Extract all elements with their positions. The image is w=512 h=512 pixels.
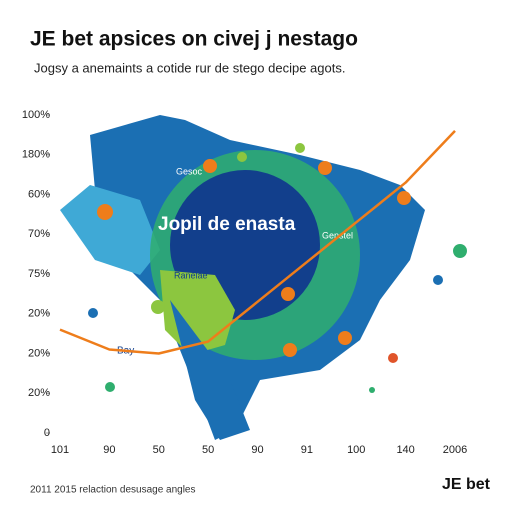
annotation: Gesoc — [176, 166, 203, 176]
dot — [105, 382, 115, 392]
dot — [283, 343, 297, 357]
chart-subtitle: Jogsy a anemaints a cotide rur de stego … — [34, 60, 345, 75]
map-region — [170, 300, 250, 440]
y-tick-label: 20% — [28, 387, 50, 399]
annotation: Genstel — [322, 230, 353, 240]
dot — [295, 143, 305, 153]
y-tick-label: 75% — [28, 268, 50, 280]
dot — [369, 387, 375, 393]
map-region — [60, 185, 160, 275]
annotation: Ranelae — [174, 270, 208, 280]
y-tick-label: 20% — [28, 347, 50, 359]
dot — [453, 244, 467, 258]
dot — [388, 353, 398, 363]
y-tick-label: 20% — [28, 308, 50, 320]
x-tick-label: 2006 — [443, 444, 467, 456]
dot — [397, 191, 411, 205]
x-tick-label: 91 — [301, 444, 313, 456]
dot — [433, 275, 443, 285]
x-tick-label: 50 — [202, 444, 214, 456]
brand: JE bet — [442, 476, 491, 493]
dot — [237, 152, 247, 162]
dot — [203, 159, 217, 173]
data-line — [59, 130, 456, 355]
chart-title: JE bet apsices on civej j nestago — [30, 28, 358, 51]
x-tick-label: 100 — [347, 444, 365, 456]
dot — [88, 308, 98, 318]
y-tick-label: 70% — [28, 228, 50, 240]
annotation: Jopil de enasta — [158, 214, 296, 235]
dot — [318, 161, 332, 175]
dot — [151, 300, 165, 314]
y-tick-label: 180% — [22, 149, 50, 161]
dot — [97, 204, 113, 220]
y-tick-label: 0 — [44, 427, 50, 439]
x-tick-label: 90 — [251, 444, 263, 456]
footer: 2011 2015 relaction desusage angles — [30, 485, 196, 496]
map-illustration — [60, 115, 467, 440]
x-tick-label: 90 — [103, 444, 115, 456]
x-tick-label: 101 — [51, 444, 69, 456]
x-tick-label: 50 — [153, 444, 165, 456]
y-tick-label: 60% — [28, 188, 50, 200]
dot — [281, 287, 295, 301]
y-tick-label: 100% — [22, 109, 50, 121]
x-tick-label: 140 — [396, 444, 414, 456]
dot — [338, 331, 352, 345]
